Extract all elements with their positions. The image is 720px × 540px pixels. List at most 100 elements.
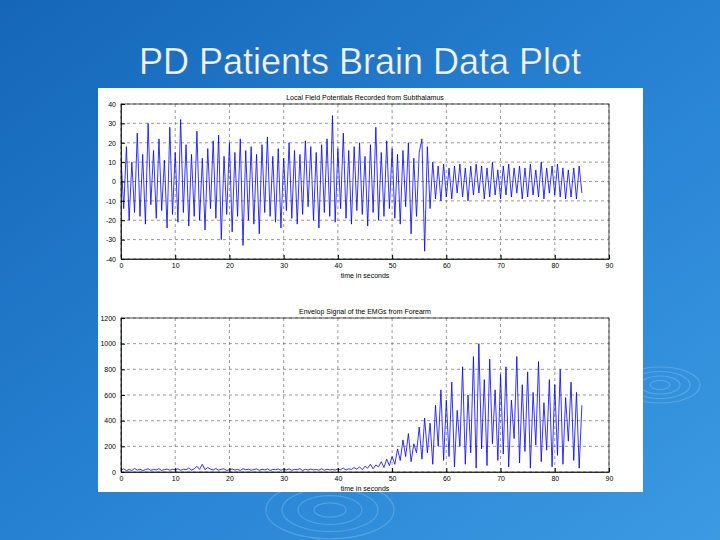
grid-line-y [121, 200, 609, 201]
x-tick: 50 [389, 468, 397, 482]
y-tick-mark [121, 162, 125, 163]
y-tick-mark [121, 182, 125, 183]
chart: 0102030405060708090020040060080010001200… [100, 308, 613, 492]
x-axis-title: time in seconds [341, 272, 390, 279]
ripple [282, 488, 378, 531]
x-tick: 30 [280, 468, 288, 482]
grid-line-y [121, 395, 609, 396]
x-axis-line [122, 259, 610, 260]
x-tick-label: 40 [334, 475, 342, 482]
x-tick-mark [555, 255, 556, 259]
x-tick-label: 80 [551, 262, 559, 269]
ripple [314, 503, 346, 517]
y-tick: 30 [108, 120, 125, 127]
x-tick: 60 [443, 468, 451, 482]
x-axis: 0102030405060708090 [120, 468, 614, 482]
x-tick-mark [338, 468, 339, 472]
figure-panel [98, 88, 643, 492]
y-tick: 600 [104, 392, 125, 399]
x-tick: 80 [551, 468, 559, 482]
x-axis: 0102030405060708090 [120, 255, 614, 269]
y-tick-mark [121, 259, 125, 260]
y-tick-mark [121, 395, 125, 396]
grid-line-y [121, 239, 609, 240]
ripple [298, 496, 362, 525]
x-tick-mark [175, 468, 176, 472]
y-tick-label: 30 [108, 120, 116, 127]
x-tick: 40 [334, 255, 342, 269]
y-tick-label: -40 [106, 256, 116, 263]
grid-line-y [121, 446, 609, 447]
plot-area [121, 116, 582, 252]
x-tick-label: 60 [443, 475, 451, 482]
y-tick: 0 [112, 178, 125, 185]
x-tick-mark [284, 468, 285, 472]
x-tick: 10 [172, 468, 180, 482]
x-tick-mark [175, 255, 176, 259]
y-tick-mark [121, 472, 125, 473]
slide-title: PD Patients Brain Data Plot [139, 41, 581, 82]
grid-line-y [121, 123, 609, 124]
x-tick-label: 80 [551, 475, 559, 482]
y-tick: -40 [106, 256, 125, 263]
grid-line-y [121, 369, 609, 370]
x-tick-label: 60 [443, 262, 451, 269]
y-tick-label: 0 [112, 178, 116, 185]
x-tick-mark [338, 255, 339, 259]
x-tick-label: 30 [280, 475, 288, 482]
y-tick-label: 600 [104, 392, 116, 399]
x-tick-mark [392, 255, 393, 259]
y-tick-mark [121, 344, 125, 345]
signal-line [121, 116, 582, 252]
x-tick-label: 70 [497, 262, 505, 269]
y-tick: 20 [108, 139, 125, 146]
chart-title: Envelop Signal of the EMGs from Forearm [299, 308, 431, 316]
y-tick-mark [121, 143, 125, 144]
x-tick-label: 10 [172, 262, 180, 269]
y-axis: 020040060080010001200 [100, 315, 125, 476]
y-tick-mark [121, 201, 125, 202]
x-tick: 20 [226, 468, 234, 482]
y-tick-label: 40 [108, 101, 116, 108]
x-tick: 60 [443, 255, 451, 269]
x-tick: 20 [226, 255, 234, 269]
x-tick-label: 50 [389, 262, 397, 269]
y-tick: 0 [112, 469, 125, 476]
ripple [650, 381, 670, 390]
ripple [640, 376, 680, 394]
x-tick-label: 20 [226, 475, 234, 482]
x-tick-label: 90 [606, 262, 614, 269]
y-tick-mark [121, 123, 125, 124]
plot-frame [121, 318, 609, 472]
x-tick: 90 [606, 255, 614, 269]
y-tick: -30 [106, 236, 125, 243]
x-tick-mark [446, 255, 447, 259]
x-tick: 40 [334, 468, 342, 482]
x-tick-label: 70 [497, 475, 505, 482]
signal-line [121, 344, 582, 471]
x-tick: 70 [497, 468, 505, 482]
x-tick: 30 [280, 255, 288, 269]
x-tick-mark [392, 468, 393, 472]
y-tick-mark [121, 104, 125, 105]
y-tick-label: -30 [106, 236, 116, 243]
chart: 0102030405060708090-40-30-20-10010203040… [106, 94, 614, 279]
y-tick: 400 [104, 417, 125, 424]
y-tick-label: 0 [112, 469, 116, 476]
x-tick-mark [609, 468, 610, 472]
x-tick: 50 [389, 255, 397, 269]
y-tick: 800 [104, 366, 125, 373]
y-tick-mark [121, 421, 125, 422]
grid-line-y [121, 142, 609, 143]
x-tick: 90 [606, 468, 614, 482]
y-tick-mark [121, 240, 125, 241]
grid-line-y [121, 343, 609, 344]
y-tick: 200 [104, 443, 125, 450]
y-tick-label: 1000 [100, 340, 116, 347]
x-tick-mark [446, 468, 447, 472]
y-tick-label: 10 [108, 159, 116, 166]
y-tick-label: 800 [104, 366, 116, 373]
y-tick: 1000 [100, 340, 125, 347]
y-tick-mark [121, 369, 125, 370]
y-tick: 10 [108, 159, 125, 166]
